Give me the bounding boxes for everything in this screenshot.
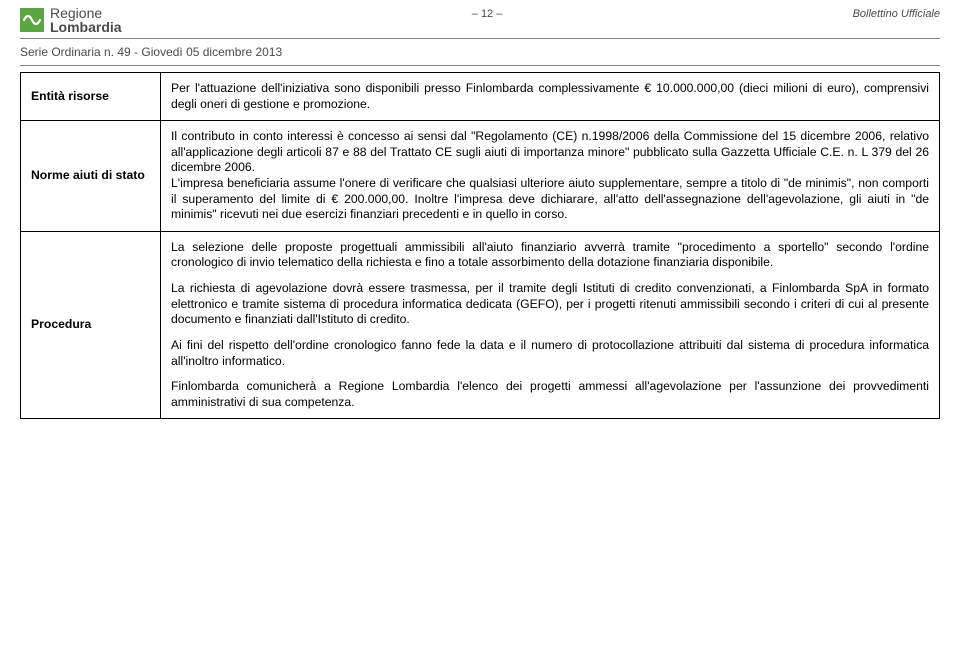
paragraph: La selezione delle proposte progettuali … [171, 240, 929, 271]
table-row: Entità risorse Per l'attuazione dell'ini… [21, 73, 940, 121]
header-rule-2 [20, 65, 940, 66]
regione-lombardia-logo-icon [20, 8, 44, 32]
serie-line: Serie Ordinaria n. 49 - Giovedì 05 dicem… [0, 45, 960, 65]
header-rule [20, 38, 940, 39]
paragraph: Finlombarda comunicherà a Regione Lombar… [171, 379, 929, 410]
paragraph: La richiesta di agevolazione dovrà esser… [171, 281, 929, 328]
row-body-procedura: La selezione delle proposte progettuali … [161, 231, 940, 418]
row-label-procedura: Procedura [21, 231, 161, 418]
logo-text: Regione Lombardia [50, 6, 122, 34]
paragraph: Il contributo in conto interessi è conce… [171, 129, 929, 223]
logo-block: Regione Lombardia [20, 6, 122, 34]
logo-line2: Lombardia [50, 20, 122, 34]
table-row: Procedura La selezione delle proposte pr… [21, 231, 940, 418]
table-row: Norme aiuti di stato Il contributo in co… [21, 121, 940, 232]
row-body-norme: Il contributo in conto interessi è conce… [161, 121, 940, 232]
page-header: Regione Lombardia – 12 – Bollettino Uffi… [0, 0, 960, 38]
page: Regione Lombardia – 12 – Bollettino Uffi… [0, 0, 960, 659]
paragraph: Per l'attuazione dell'iniziativa sono di… [171, 81, 929, 112]
row-label-norme: Norme aiuti di stato [21, 121, 161, 232]
row-label-entita: Entità risorse [21, 73, 161, 121]
page-number: – 12 – [122, 6, 853, 20]
bollettino-ufficiale: Bollettino Ufficiale [853, 6, 940, 20]
logo-line1: Regione [50, 6, 122, 20]
content-table: Entità risorse Per l'attuazione dell'ini… [20, 72, 940, 419]
paragraph: Ai fini del rispetto dell'ordine cronolo… [171, 338, 929, 369]
row-body-entita: Per l'attuazione dell'iniziativa sono di… [161, 73, 940, 121]
